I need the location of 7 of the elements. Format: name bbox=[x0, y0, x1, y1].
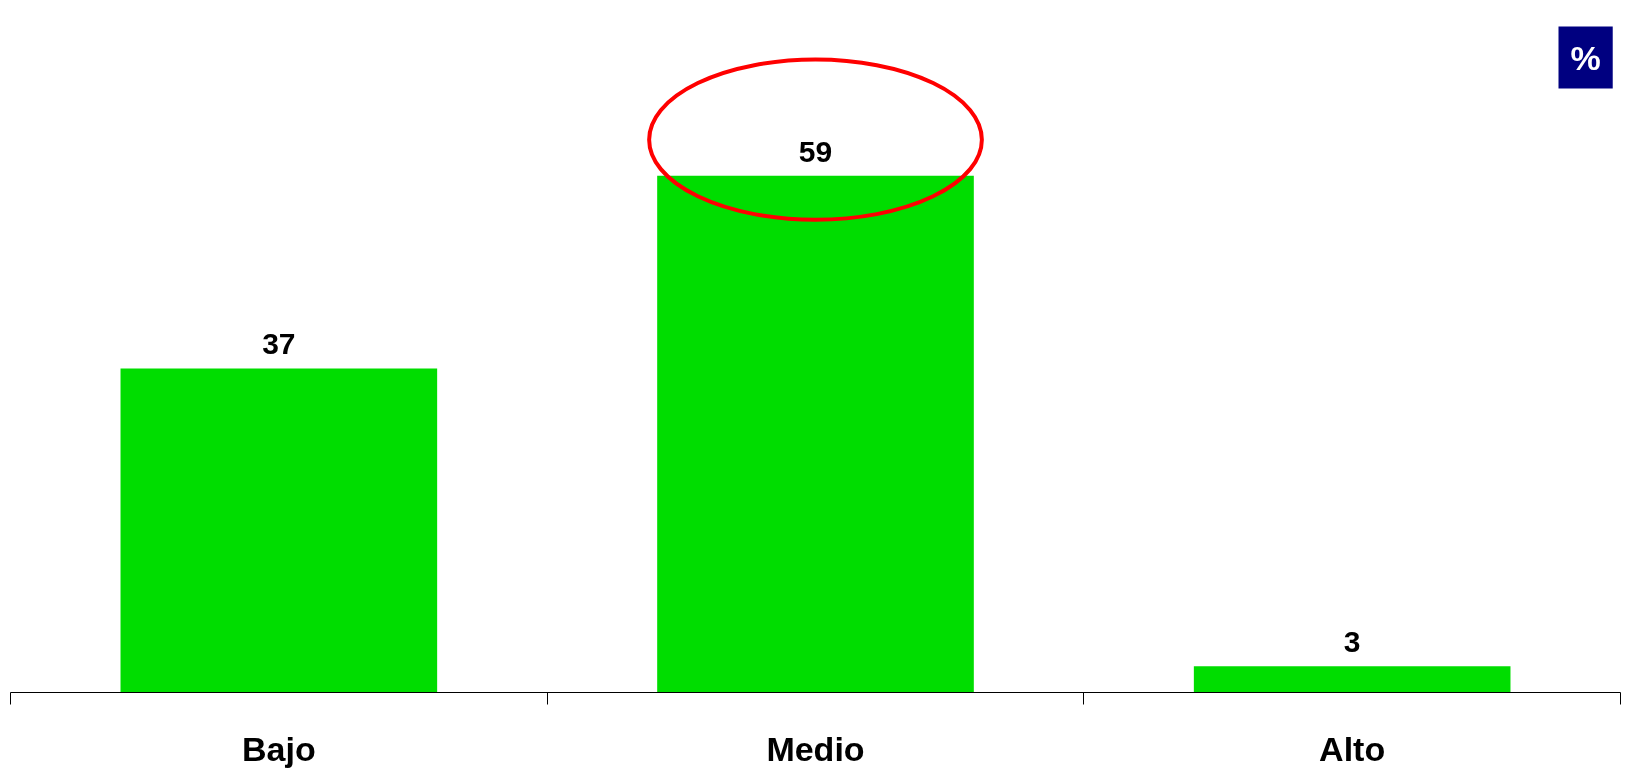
data-label: 59 bbox=[798, 134, 833, 168]
x-tick-label: Medio bbox=[766, 729, 865, 768]
data-label: 37 bbox=[262, 327, 296, 361]
text: % bbox=[1570, 38, 1601, 77]
x-tick-label: Bajo bbox=[241, 729, 316, 768]
data-label: 3 bbox=[1343, 625, 1361, 659]
x-tick-label: Alto bbox=[1319, 729, 1386, 768]
